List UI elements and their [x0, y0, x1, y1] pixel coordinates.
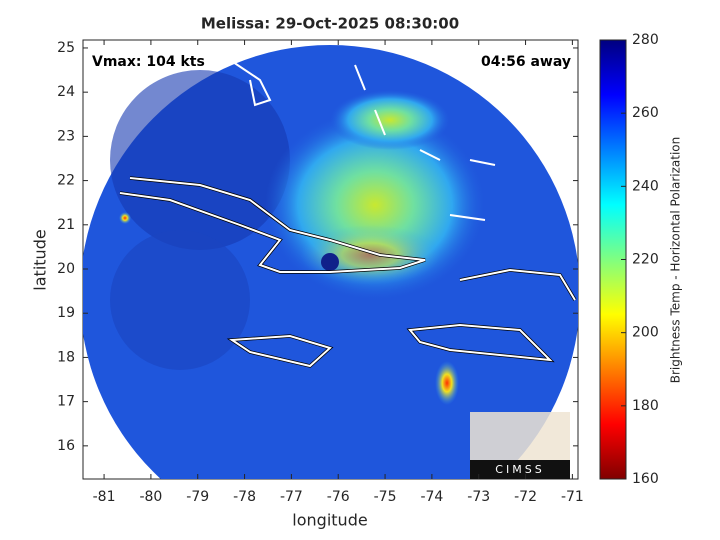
logo-band — [470, 460, 570, 479]
x-tick-label: -78 — [233, 489, 256, 505]
colorbar-tick-label: 240 — [632, 178, 659, 194]
colorbar-tick-label: 200 — [632, 325, 659, 341]
colorbar-tick-label: 280 — [632, 32, 659, 48]
x-axis-label: longitude — [292, 511, 367, 530]
colorbar-label: Brightness Temp - Horizontal Polarizatio… — [669, 137, 683, 384]
y-tick-label: 25 — [57, 40, 75, 56]
y-tick-label: 16 — [57, 438, 75, 454]
y-tick-label: 20 — [57, 261, 75, 277]
x-tick-label: -73 — [467, 489, 490, 505]
chart-title: Melissa: 29-Oct-2025 08:30:00 — [201, 15, 459, 33]
colorbar-tick-label: 160 — [632, 471, 659, 487]
annotation: Vmax: 104 kts — [92, 54, 205, 70]
y-tick-label: 22 — [57, 173, 75, 189]
x-tick-label: -80 — [139, 489, 162, 505]
y-tick-label: 24 — [57, 84, 75, 100]
x-tick-label: -74 — [420, 489, 443, 505]
swath — [83, 45, 578, 479]
x-tick-label: -72 — [514, 489, 537, 505]
x-tick-label: -75 — [374, 489, 397, 505]
x-tick-label: -79 — [186, 489, 209, 505]
y-tick-label: 23 — [57, 128, 75, 144]
y-tick-label: 19 — [57, 305, 75, 321]
y-tick-label: 21 — [57, 217, 75, 233]
x-tick-label: -76 — [327, 489, 350, 505]
logo-text: CIMSS — [495, 463, 544, 476]
y-tick-label: 18 — [57, 349, 75, 365]
y-axis-label: latitude — [31, 229, 50, 290]
colorbar-tick-label: 220 — [632, 252, 659, 268]
x-tick-label: -71 — [561, 489, 584, 505]
x-tick-label: -77 — [280, 489, 303, 505]
y-tick-label: 17 — [57, 394, 75, 410]
colorbar-tick-label: 180 — [632, 398, 659, 414]
x-tick-label: -81 — [93, 489, 116, 505]
colorbar-tick-label: 260 — [632, 105, 659, 121]
annotation: 04:56 away — [481, 54, 571, 70]
